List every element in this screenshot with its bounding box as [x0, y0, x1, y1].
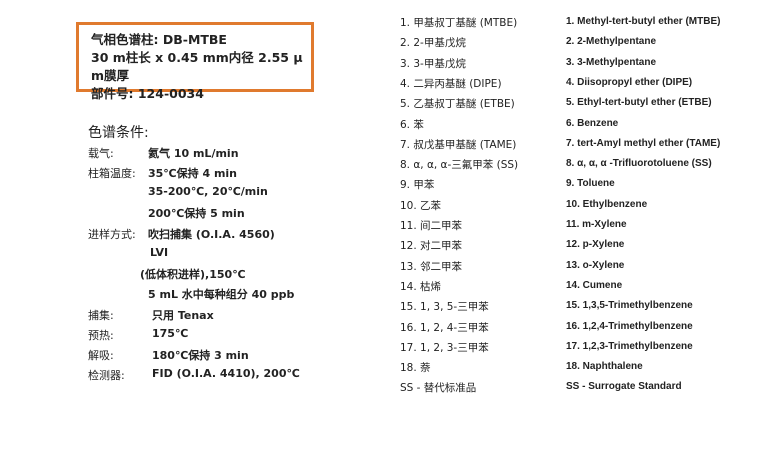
peak-name-en: 15. 1,3,5-Trimethylbenzene	[566, 300, 693, 312]
peak-name-zh: 3. 3-甲基戊烷	[400, 57, 466, 70]
peak-name-zh: 8. α, α, α-三氟甲苯 (SS)	[400, 159, 519, 172]
peak-name-en: 17. 1,2,3-Trimethylbenzene	[566, 340, 693, 352]
condition-label: 进样方式:	[88, 228, 136, 241]
condition-label: 柱箱温度:	[88, 167, 136, 180]
peak-name-en: 18. Naphthalene	[566, 361, 643, 373]
peak-name-zh: 2. 2-甲基戊烷	[400, 37, 466, 50]
condition-value: 180℃保持 3 min	[152, 349, 249, 362]
column-info-box: 气相色谱柱: DB-MTBE 30 m柱长 x 0.45 mm内径 2.55 μ…	[76, 22, 314, 101]
condition-value: 200℃保持 5 min	[148, 207, 245, 220]
peak-name-en: 6. Benzene	[566, 117, 619, 129]
peak-name-en: 4. Diisopropyl ether (DIPE)	[566, 76, 693, 88]
peak-name-en: SS - Surrogate Standard	[566, 381, 682, 393]
peak-name-zh: 6. 苯	[400, 118, 424, 131]
peak-name-zh: 15. 1, 3, 5-三甲苯	[400, 301, 489, 314]
condition-value: 175℃	[152, 327, 189, 340]
peak-name-zh: 13. 邻二甲苯	[400, 260, 463, 273]
column-name: 气相色谱柱: DB-MTBE	[91, 32, 227, 47]
peak-name-en: 2. 2-Methylpentane	[566, 36, 657, 48]
conditions-title: 色谱条件:	[88, 125, 149, 141]
peak-name-zh: 1. 甲基叔丁基醚 (MTBE)	[400, 17, 518, 29]
condition-value: 35℃保持 4 min	[148, 167, 238, 180]
peak-name-zh: 10. 乙苯	[400, 199, 442, 212]
condition-value: 5 mL 水中每种组分 40 ppb	[148, 288, 295, 301]
column-dimensions: 30 m柱长 x 0.45 mm内径 2.55 μ m膜厚	[91, 50, 303, 83]
peak-name-zh: 17. 1, 2, 3-三甲苯	[400, 341, 489, 354]
peak-name-en: 10. Ethylbenzene	[566, 198, 648, 210]
peak-name-zh: 18. 萘	[400, 362, 431, 375]
condition-value: 只用 Tenax	[152, 309, 214, 322]
peak-name-en: 12. p-Xylene	[566, 239, 625, 251]
peak-name-zh: 12. 对二甲苯	[400, 240, 463, 253]
peak-name-zh: 16. 1, 2, 4-三甲苯	[400, 321, 489, 334]
peak-name-zh: 11. 间二甲苯	[400, 220, 463, 232]
peak-name-en: 13. o-Xylene	[566, 259, 625, 271]
peak-name-en: 7. tert-Amyl methyl ether (TAME)	[566, 137, 721, 149]
condition-value: (低体积进样),150℃	[140, 268, 246, 281]
peak-name-zh: 14. 枯烯	[400, 280, 442, 293]
peak-name-en: 3. 3-Methylpentane	[566, 56, 657, 68]
peak-name-zh: SS - 替代标准品	[400, 382, 477, 395]
condition-value: FID (O.I.A. 4410), 200℃	[152, 367, 300, 380]
peak-name-zh: 7. 叔戊基甲基醚 (TAME)	[400, 138, 517, 151]
condition-value: 氦气 10 mL/min	[148, 147, 239, 160]
peak-name-zh: 4. 二异丙基醚 (DIPE)	[400, 77, 502, 90]
condition-label: 检测器:	[88, 369, 125, 382]
peak-name-zh: 5. 乙基叔丁基醚 (ETBE)	[400, 98, 515, 111]
condition-label: 载气:	[88, 147, 114, 160]
peak-name-en: 14. Cumene	[566, 279, 623, 291]
condition-label: 解吸:	[88, 349, 114, 362]
peak-name-en: 8. α, α, α -Trifluorotoluene (SS)	[566, 158, 712, 170]
condition-label: 捕集:	[88, 309, 114, 322]
peak-name-en: 16. 1,2,4-Trimethylbenzene	[566, 320, 693, 332]
peak-name-en: 11. m-Xylene	[566, 219, 627, 230]
peak-name-en: 9. Toluene	[566, 178, 615, 190]
peak-name-zh: 9. 甲苯	[400, 179, 435, 192]
peak-name-en: 1. Methyl-tert-butyl ether (MTBE)	[566, 16, 721, 27]
part-number: 部件号: 124-0034	[91, 86, 204, 101]
condition-value: 吹扫捕集 (O.I.A. 4560)	[148, 228, 275, 241]
condition-value: LVI	[150, 246, 169, 259]
condition-label: 预热:	[88, 329, 114, 342]
peak-name-en: 5. Ethyl-tert-butyl ether (ETBE)	[566, 97, 712, 109]
condition-value: 35-200℃, 20℃/min	[148, 185, 268, 198]
